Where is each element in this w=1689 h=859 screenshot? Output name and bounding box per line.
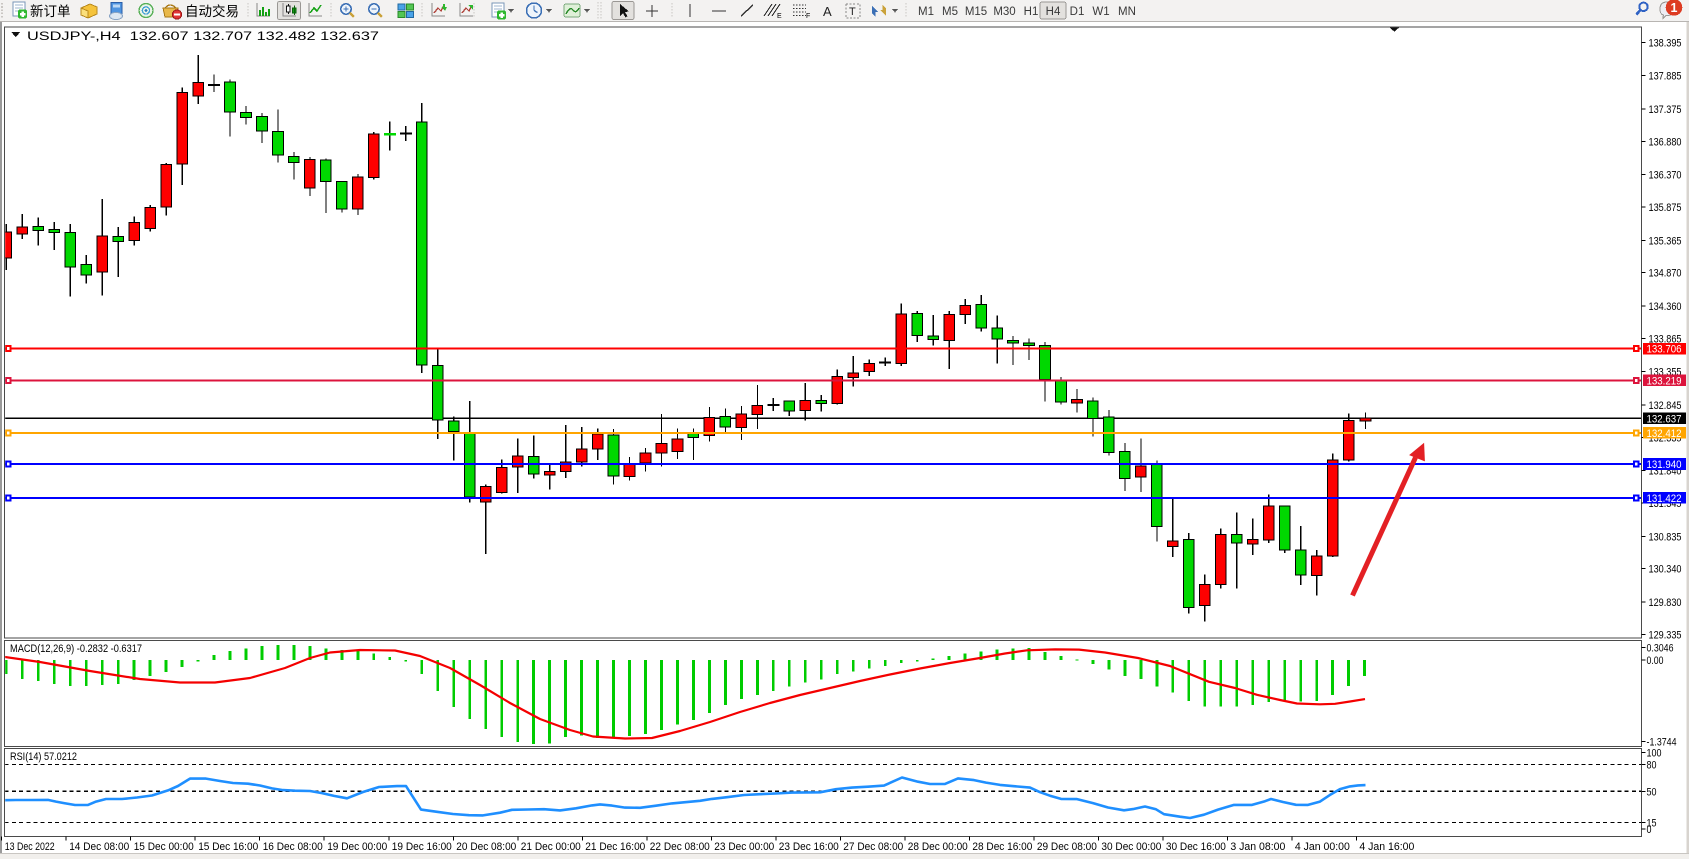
svg-text:28 Dec 00:00: 28 Dec 00:00	[908, 841, 968, 853]
svg-text:80: 80	[1647, 760, 1657, 772]
svg-text:MN: MN	[1118, 6, 1136, 18]
svg-text:H1: H1	[1024, 6, 1039, 18]
svg-text:E: E	[777, 13, 782, 20]
svg-text:138.395: 138.395	[1649, 37, 1682, 49]
svg-text:15 Dec 16:00: 15 Dec 16:00	[198, 841, 258, 853]
svg-text:100: 100	[1647, 747, 1662, 759]
svg-text:W1: W1	[1092, 6, 1109, 18]
svg-text:132.845: 132.845	[1649, 400, 1682, 412]
svg-text:MACD(12,26,9) -0.2832 -0.6317: MACD(12,26,9) -0.2832 -0.6317	[10, 643, 142, 655]
svg-text:131.940: 131.940	[1647, 459, 1682, 471]
svg-text:131.422: 131.422	[1647, 493, 1682, 505]
svg-text:129.335: 129.335	[1649, 629, 1682, 641]
svg-text:16 Dec 08:00: 16 Dec 08:00	[263, 841, 323, 853]
svg-text:15: 15	[1647, 817, 1657, 829]
svg-text:F: F	[806, 13, 810, 20]
svg-text:T: T	[849, 6, 856, 18]
svg-text:136.880: 136.880	[1649, 136, 1682, 148]
svg-text:30 Dec 00:00: 30 Dec 00:00	[1101, 841, 1161, 853]
svg-text:0.00: 0.00	[1647, 655, 1664, 667]
svg-text:132.637: 132.637	[1647, 413, 1682, 425]
svg-text:21 Dec 00:00: 21 Dec 00:00	[521, 841, 581, 853]
svg-text:135.365: 135.365	[1649, 235, 1682, 247]
svg-text:137.375: 137.375	[1649, 104, 1682, 116]
svg-text:4 Jan 16:00: 4 Jan 16:00	[1359, 841, 1414, 853]
svg-text:19 Dec 16:00: 19 Dec 16:00	[392, 841, 452, 853]
svg-text:19 Dec 00:00: 19 Dec 00:00	[327, 841, 387, 853]
svg-text:133.706: 133.706	[1647, 344, 1682, 356]
svg-text:3 Jan 08:00: 3 Jan 08:00	[1230, 841, 1285, 853]
svg-text:A: A	[823, 4, 832, 19]
svg-text:14 Dec 08:00: 14 Dec 08:00	[69, 841, 129, 853]
svg-text:30 Dec 16:00: 30 Dec 16:00	[1166, 841, 1226, 853]
svg-text:129.830: 129.830	[1649, 597, 1682, 609]
svg-text:M30: M30	[993, 6, 1015, 18]
svg-text:50: 50	[1647, 786, 1657, 798]
svg-text:0: 0	[1647, 824, 1652, 836]
svg-text:133.865: 133.865	[1649, 333, 1682, 345]
svg-text:134.360: 134.360	[1649, 301, 1682, 313]
svg-text:28 Dec 16:00: 28 Dec 16:00	[972, 841, 1032, 853]
svg-text:133.219: 133.219	[1647, 375, 1682, 387]
svg-text:4 Jan 00:00: 4 Jan 00:00	[1295, 841, 1350, 853]
svg-text:22 Dec 08:00: 22 Dec 08:00	[650, 841, 710, 853]
svg-text:15 Dec 00:00: 15 Dec 00:00	[134, 841, 194, 853]
svg-text:137.885: 137.885	[1649, 71, 1682, 83]
svg-text:D1: D1	[1070, 6, 1085, 18]
svg-text:1: 1	[1671, 1, 1678, 15]
svg-text:136.370: 136.370	[1649, 170, 1682, 182]
svg-text:135.875: 135.875	[1649, 202, 1682, 214]
svg-text:134.870: 134.870	[1649, 268, 1682, 280]
svg-text:132.412: 132.412	[1647, 428, 1682, 440]
svg-text:H4: H4	[1046, 6, 1061, 18]
svg-text:M1: M1	[918, 6, 934, 18]
svg-text:23 Dec 00:00: 23 Dec 00:00	[714, 841, 774, 853]
svg-text:M5: M5	[942, 6, 958, 18]
svg-text:RSI(14) 57.0212: RSI(14) 57.0212	[10, 751, 77, 763]
svg-text:130.340: 130.340	[1649, 564, 1682, 576]
svg-text:13 Dec 2022: 13 Dec 2022	[5, 841, 55, 853]
svg-text:0.3046: 0.3046	[1647, 643, 1674, 655]
svg-text:USDJPY-,H4 132.607 132.707 13: USDJPY-,H4 132.607 132.707 132.482 132.6…	[27, 31, 379, 43]
svg-text:M15: M15	[965, 6, 987, 18]
svg-text:20 Dec 08:00: 20 Dec 08:00	[456, 841, 516, 853]
svg-text:21 Dec 16:00: 21 Dec 16:00	[585, 841, 645, 853]
svg-text:29 Dec 08:00: 29 Dec 08:00	[1037, 841, 1097, 853]
svg-text:自动交易: 自动交易	[185, 3, 239, 19]
svg-text:27 Dec 08:00: 27 Dec 08:00	[843, 841, 903, 853]
svg-text:新订单: 新订单	[30, 4, 71, 19]
svg-text:130.835: 130.835	[1649, 531, 1682, 543]
svg-text:-1.3744: -1.3744	[1647, 737, 1677, 749]
svg-text:23 Dec 16:00: 23 Dec 16:00	[779, 841, 839, 853]
